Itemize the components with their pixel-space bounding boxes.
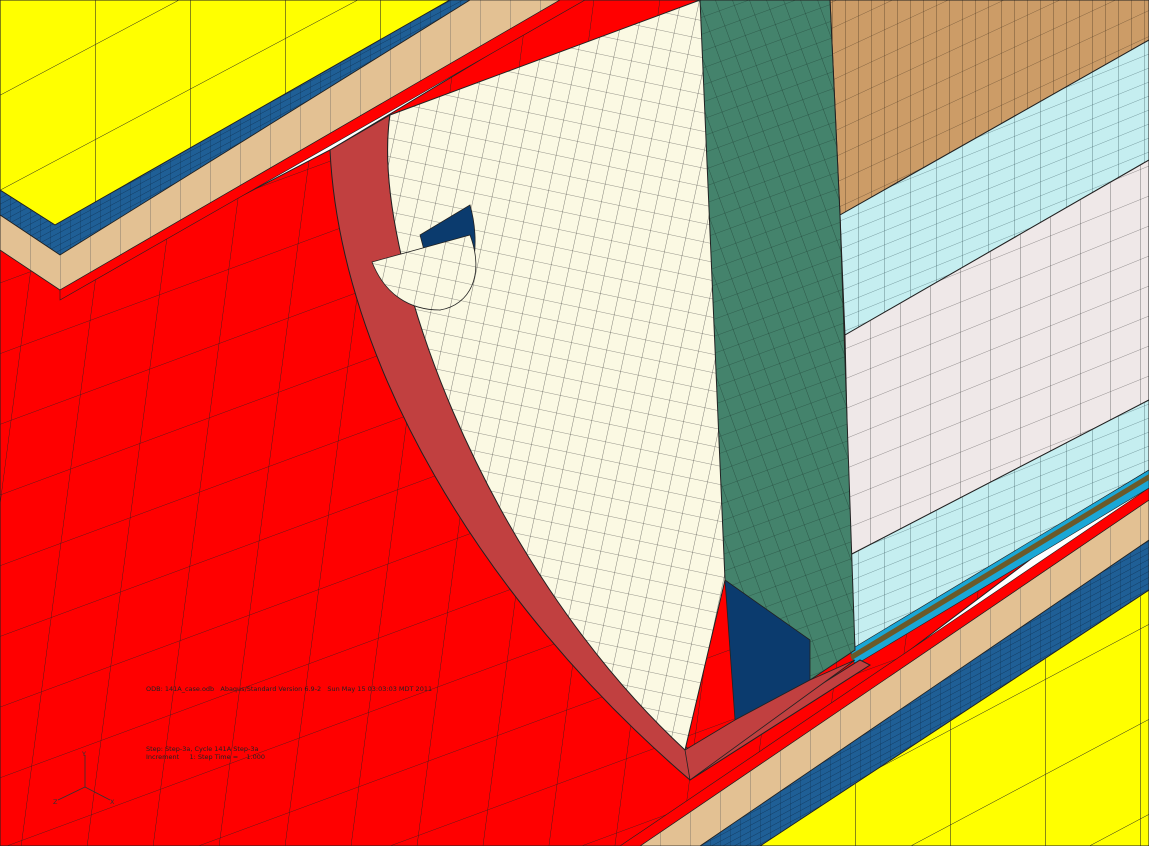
step-info-text: Step: Step-3a, Cycle 141A Step-3a xyxy=(146,745,259,753)
triad-x-label: X xyxy=(110,798,115,806)
cream-disc xyxy=(387,0,731,751)
triad-y-label: Y xyxy=(82,750,86,758)
triad-x-axis xyxy=(84,786,111,801)
upper-tan-liner xyxy=(0,0,561,291)
cut-base xyxy=(684,659,856,781)
increment-info-text: Increment 1: Step Time = 1.000 xyxy=(146,753,266,761)
disc-hole-plug xyxy=(371,234,477,311)
triad-z-axis xyxy=(57,786,86,801)
upper-red-rim xyxy=(59,0,586,301)
odb-info-text: ODB: 141A_case.odb Abaqus/Standard Versi… xyxy=(146,685,433,693)
upper-blue-liner xyxy=(0,0,471,256)
view-triad xyxy=(57,755,111,801)
lower-red-rim xyxy=(619,487,1149,846)
triad-z-label: Z xyxy=(53,798,58,806)
cyan-layer-upper xyxy=(839,39,1149,336)
